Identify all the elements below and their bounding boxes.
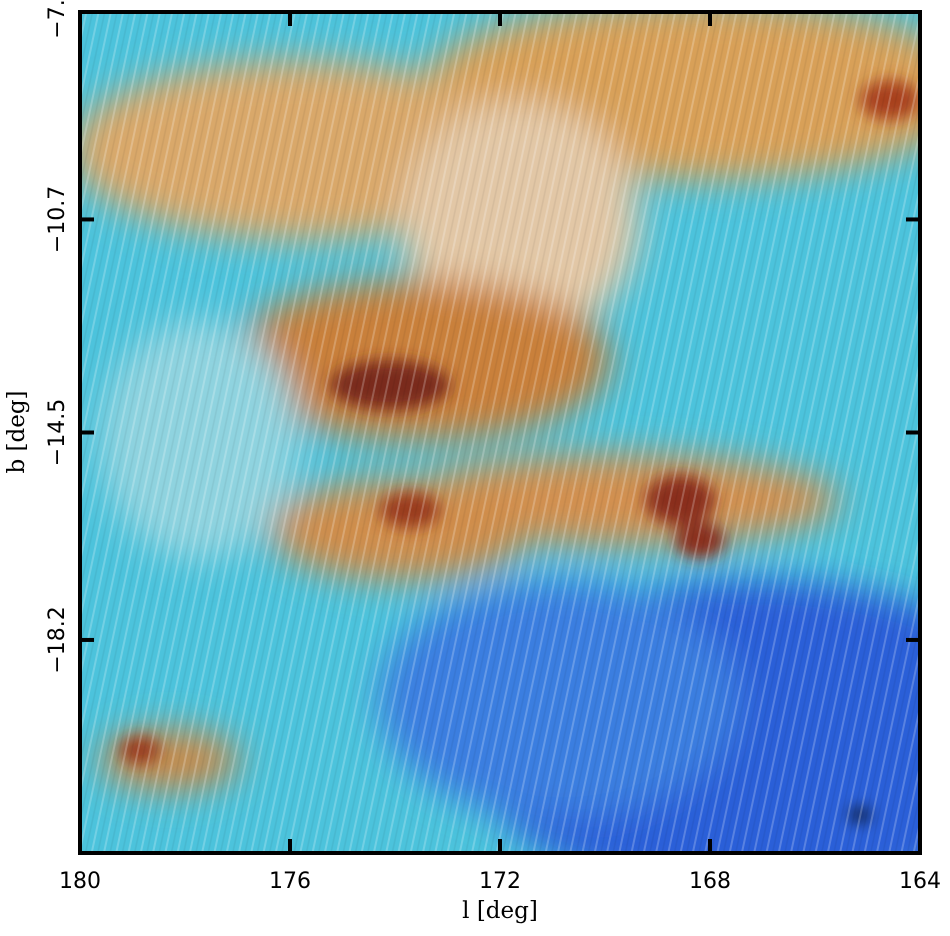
x-tick-label: 164 — [899, 869, 941, 894]
x-tick-label: 180 — [59, 869, 101, 894]
y-tick-label: −10.7 — [45, 186, 70, 253]
x-tick-label: 176 — [269, 869, 311, 894]
dust-map — [80, 12, 920, 853]
x-tick-label: 168 — [689, 869, 731, 894]
x-axis-label: l [deg] — [462, 898, 538, 924]
y-tick-label: −18.2 — [45, 606, 70, 673]
y-tick-label: −7.0 — [45, 0, 70, 39]
y-tick-label: −14.5 — [45, 399, 70, 466]
x-tick-label: 172 — [479, 869, 521, 894]
y-axis-label: b [deg] — [4, 390, 30, 473]
